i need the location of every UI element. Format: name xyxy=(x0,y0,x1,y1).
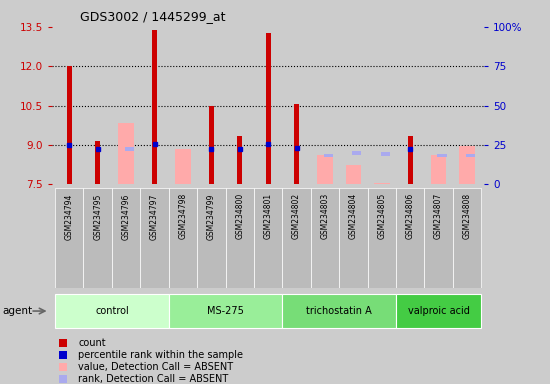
Bar xyxy=(282,188,311,288)
Text: GDS3002 / 1445299_at: GDS3002 / 1445299_at xyxy=(80,10,226,23)
Text: valproic acid: valproic acid xyxy=(408,306,470,316)
Text: count: count xyxy=(78,338,106,348)
Bar xyxy=(396,188,425,288)
Bar xyxy=(466,154,475,157)
Bar xyxy=(425,188,453,288)
Text: GSM234795: GSM234795 xyxy=(93,193,102,240)
Bar xyxy=(169,188,197,288)
Bar xyxy=(437,154,447,157)
Text: GSM234804: GSM234804 xyxy=(349,193,358,239)
Bar xyxy=(140,188,169,288)
Bar xyxy=(396,294,481,328)
Bar xyxy=(118,122,134,184)
Bar xyxy=(317,156,333,184)
Bar xyxy=(367,188,396,288)
Text: agent: agent xyxy=(3,306,33,316)
Bar xyxy=(169,294,282,328)
Bar xyxy=(374,183,389,184)
Bar xyxy=(67,66,72,184)
Bar xyxy=(254,188,282,288)
Text: GSM234808: GSM234808 xyxy=(463,193,471,239)
Text: MS-275: MS-275 xyxy=(207,306,244,316)
Bar xyxy=(55,188,84,288)
Bar xyxy=(125,147,134,151)
Bar xyxy=(294,104,299,184)
Bar xyxy=(197,188,226,288)
Bar xyxy=(266,33,271,184)
Text: rank, Detection Call = ABSENT: rank, Detection Call = ABSENT xyxy=(78,374,228,384)
Text: GSM234799: GSM234799 xyxy=(207,193,216,240)
Bar xyxy=(459,146,475,184)
Bar xyxy=(352,151,361,154)
Bar xyxy=(237,136,243,184)
Bar xyxy=(324,154,333,157)
Bar xyxy=(453,188,481,288)
Text: GSM234796: GSM234796 xyxy=(122,193,130,240)
Bar xyxy=(152,30,157,184)
Text: GSM234800: GSM234800 xyxy=(235,193,244,239)
Bar xyxy=(339,188,367,288)
Text: value, Detection Call = ABSENT: value, Detection Call = ABSENT xyxy=(78,362,233,372)
Text: GSM234801: GSM234801 xyxy=(263,193,273,239)
Text: GSM234797: GSM234797 xyxy=(150,193,159,240)
Bar xyxy=(311,188,339,288)
Text: GSM234806: GSM234806 xyxy=(406,193,415,239)
Text: GSM234803: GSM234803 xyxy=(321,193,329,239)
Text: GSM234802: GSM234802 xyxy=(292,193,301,239)
Bar xyxy=(84,188,112,288)
Bar xyxy=(55,294,169,328)
Text: control: control xyxy=(95,306,129,316)
Bar xyxy=(112,188,140,288)
Bar xyxy=(408,136,412,184)
Bar xyxy=(95,141,100,184)
Text: GSM234798: GSM234798 xyxy=(178,193,188,239)
Text: trichostatin A: trichostatin A xyxy=(306,306,372,316)
Bar xyxy=(381,152,390,156)
Text: GSM234794: GSM234794 xyxy=(65,193,74,240)
Bar xyxy=(431,156,447,184)
Text: percentile rank within the sample: percentile rank within the sample xyxy=(78,350,243,360)
Bar xyxy=(282,294,396,328)
Text: GSM234805: GSM234805 xyxy=(377,193,386,239)
Bar xyxy=(226,188,254,288)
Bar xyxy=(175,149,191,184)
Bar xyxy=(345,165,361,184)
Bar xyxy=(209,106,214,184)
Text: GSM234807: GSM234807 xyxy=(434,193,443,239)
